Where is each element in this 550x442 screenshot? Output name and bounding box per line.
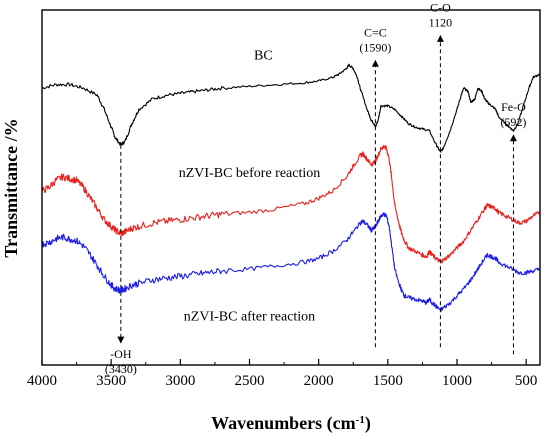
marker-label-co-1: 1120 <box>429 15 453 29</box>
marker-label-cc-1: (1590) <box>359 40 391 54</box>
marker-label-cc-0: C=C <box>364 25 387 39</box>
x-tick-label: 3500 <box>96 373 126 389</box>
marker-label-oh-0: -OH <box>110 347 132 361</box>
x-axis-title: Wavenumbers (cm-1) <box>211 413 371 434</box>
marker-label-co-0: C-O <box>430 0 451 14</box>
x-tick-label: 4000 <box>27 373 57 389</box>
curve-label-0: BC <box>254 49 273 64</box>
x-tick-label: 500 <box>515 373 538 389</box>
curve-label-2: nZVI-BC after reaction <box>184 310 315 325</box>
marker-label-feo-0: Fe-O <box>501 100 526 114</box>
x-tick-label: 3000 <box>165 373 195 389</box>
series-line-1 <box>41 144 541 264</box>
plot-area: -OH(3430)C=C(1590)C-O1120Fe-O(592)BCnZVI… <box>41 0 541 376</box>
x-tick-label: 2500 <box>235 373 265 389</box>
series-line-2 <box>41 212 541 312</box>
y-axis-title: Transmittance /% <box>1 118 21 257</box>
plot-frame <box>41 9 541 366</box>
series-line-0 <box>41 63 541 153</box>
marker-label-feo-1: (592) <box>500 115 526 129</box>
x-axis-ticks: 4000 3500 3000 2500 2000 1500 1000 500 <box>27 359 537 389</box>
curve-label-1: nZVI-BC before reaction <box>179 166 321 181</box>
x-tick-label: 1000 <box>442 373 472 389</box>
x-tick-label: 1500 <box>373 373 403 389</box>
x-tick-label: 2000 <box>304 373 334 389</box>
